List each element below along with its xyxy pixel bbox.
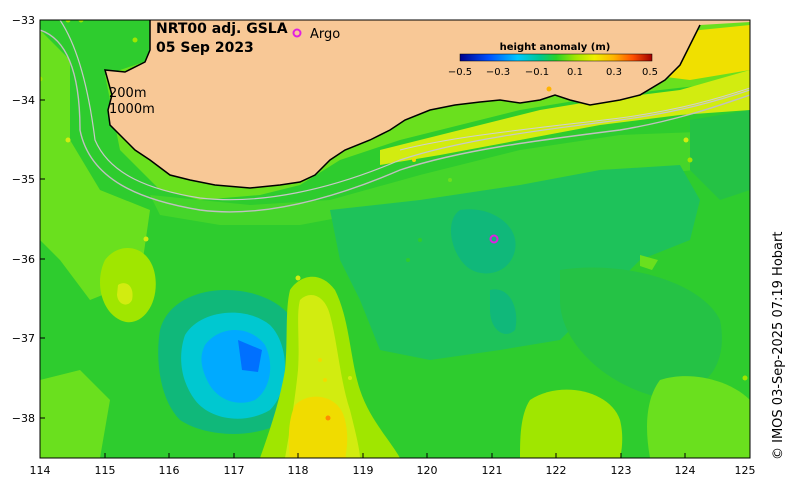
drifter-dot (341, 455, 347, 458)
land (105, 20, 750, 188)
colorbar-tick: 0.3 (606, 67, 622, 78)
argo-legend-icon (292, 28, 302, 38)
warm-filament-core (288, 396, 348, 458)
x-tick-label: 117 (224, 464, 245, 477)
y-tick-label: −36 (12, 253, 35, 266)
drifter-dot (683, 137, 689, 143)
axis-ticks (39, 19, 751, 458)
drifter-dot (323, 378, 327, 382)
x-tick-label: 121 (482, 464, 503, 477)
drifter-dot (713, 258, 717, 262)
offshore-eddy (330, 165, 700, 360)
colorbar-tick: −0.5 (448, 67, 472, 78)
drifter-dot (514, 455, 520, 458)
x-tick-label: 122 (546, 464, 567, 477)
y-tick-label: −35 (12, 173, 35, 186)
west-band (40, 30, 150, 300)
sea-level-field (40, 20, 750, 458)
colorbar: height anomaly (m) −0.5 −0.3 −0.1 0.1 0.… (448, 42, 658, 78)
isobath-inner (399, 87, 750, 151)
drifter-dot (546, 86, 552, 92)
x-tick-label: 124 (675, 464, 696, 477)
drifter-dot (78, 20, 84, 23)
coastline (103, 20, 701, 189)
isobath-label-1000m: 1000m (109, 102, 155, 117)
shelf-band (150, 130, 750, 225)
x-tick-label: 116 (159, 464, 180, 477)
drifter-dot (448, 178, 452, 182)
drifter-dot (418, 238, 422, 242)
isobath-200m (59, 20, 750, 201)
east-eddy (690, 110, 750, 200)
x-tick-label: 125 (735, 464, 756, 477)
south-west-warm (40, 370, 110, 458)
drifter-dot (412, 158, 416, 162)
isobath-label-200m: 200m (109, 86, 146, 101)
colorbar-title: height anomaly (m) (500, 42, 611, 53)
colorbar-tick: 0.1 (567, 67, 583, 78)
x-tick-label: 120 (417, 464, 438, 477)
map-title: NRT00 adj. GSLA (156, 21, 288, 37)
cold-eddy-core (238, 340, 262, 372)
argo-legend-label: Argo (310, 27, 340, 42)
y-tick-label: −38 (12, 412, 35, 425)
x-tick-label: 114 (30, 464, 51, 477)
drifter-dot (65, 20, 71, 23)
drifter-dot (295, 275, 301, 281)
small-warm-patch (640, 255, 658, 270)
colorbar-tick: −0.1 (525, 67, 549, 78)
y-tick-label: −37 (12, 332, 35, 345)
drifter-dot (65, 137, 71, 143)
drifter-dot (143, 236, 149, 242)
y-tick-label: −34 (12, 94, 35, 107)
drifter-dot (40, 76, 43, 82)
x-tick-label: 119 (353, 464, 374, 477)
colorbar-gradient (459, 53, 653, 62)
y-tick-label: −33 (12, 14, 35, 27)
south-east-warm-blob (647, 376, 750, 458)
x-axis-labels: 114 115 116 117 118 119 120 121 122 123 … (30, 464, 756, 477)
map-frame (39, 19, 751, 459)
central-cyclonic-eddy (450, 209, 516, 274)
x-tick-label: 123 (611, 464, 632, 477)
small-eddy (490, 289, 517, 334)
colorbar-tick: −0.3 (486, 67, 510, 78)
map-date: 05 Sep 2023 (156, 40, 254, 56)
colorbar-tick: 0.5 (642, 67, 658, 78)
south-warm-blob (520, 389, 623, 458)
drifter-dot (687, 157, 693, 163)
argo-float-marker (489, 234, 499, 244)
isobath-1000m (40, 29, 750, 213)
credit-text: © IMOS 03-Sep-2025 07:19 Hobart (771, 232, 786, 460)
drifter-dot (406, 258, 410, 262)
south-east-eddy (560, 267, 722, 396)
x-tick-label: 118 (288, 464, 309, 477)
x-tick-label: 115 (95, 464, 116, 477)
drifter-dot (132, 37, 138, 43)
west-warm-core (117, 283, 133, 305)
drifter-dot (742, 375, 748, 381)
drifter-dot (325, 415, 331, 421)
drifter-dot (318, 358, 322, 362)
drifter-dot (348, 376, 352, 380)
y-axis-labels: −33 −34 −35 −36 −37 −38 (12, 14, 35, 425)
